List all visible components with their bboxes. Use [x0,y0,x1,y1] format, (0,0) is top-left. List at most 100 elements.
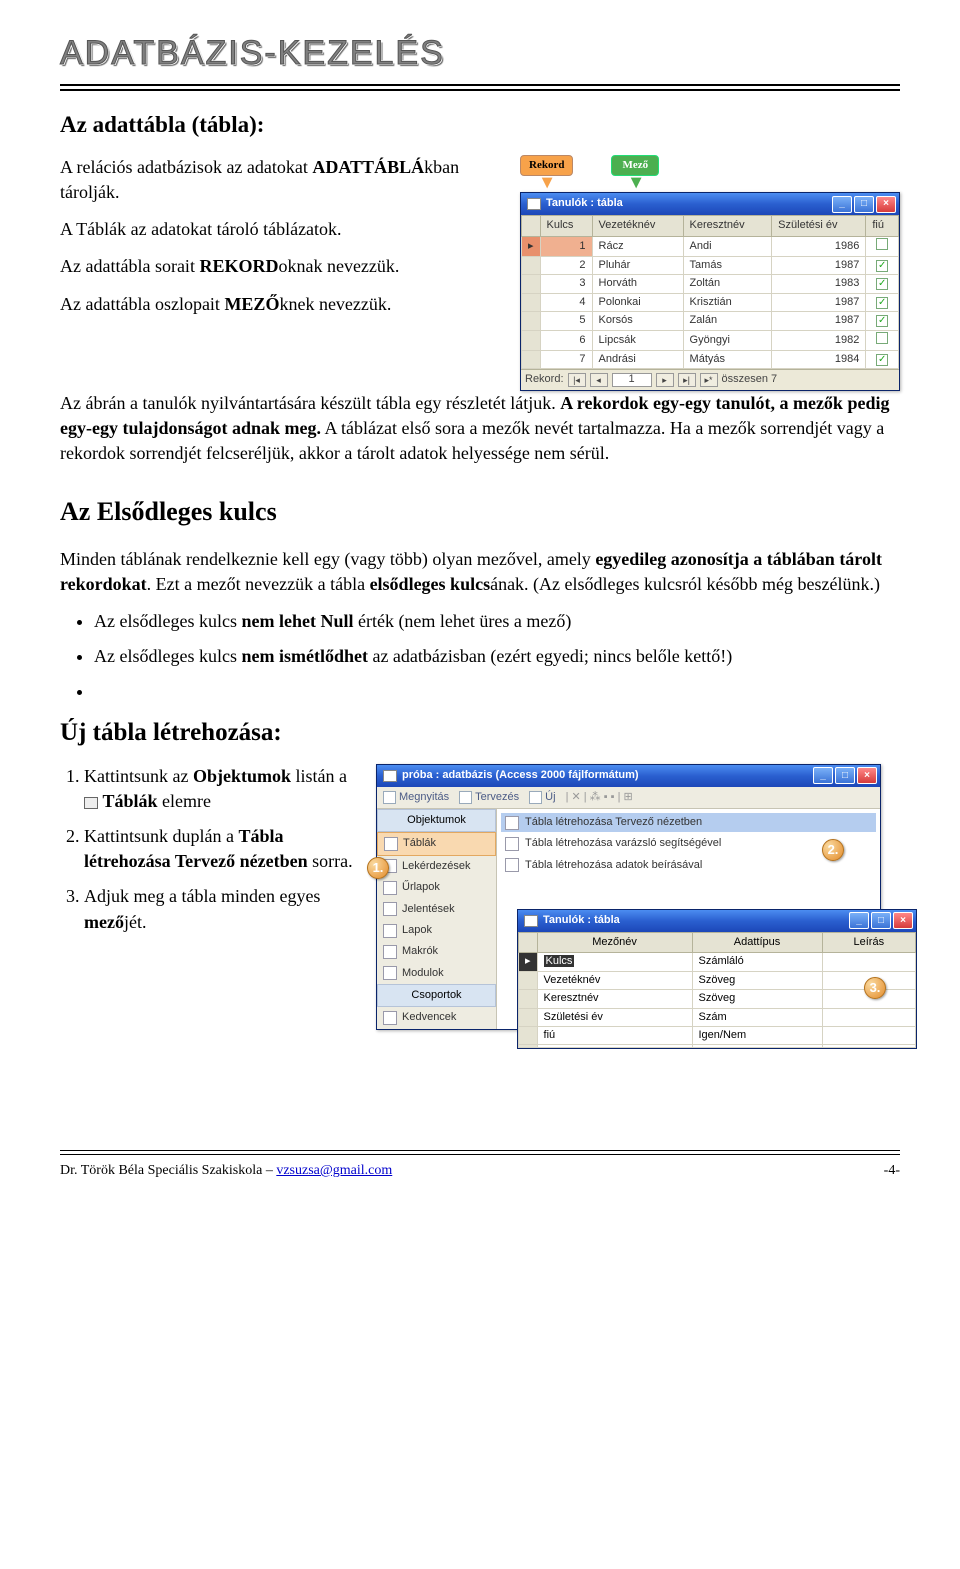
db-window-title: próba : adatbázis (Access 2000 fájlformá… [402,768,639,783]
object-icon [383,924,397,938]
list-item-empty [94,679,900,704]
data-table: KulcsVezetéknévKeresztnévSzületési évfiú… [521,215,899,369]
table-row[interactable]: 6LipcsákGyöngyi1982 [522,330,899,350]
step-item: Kattintsunk az Objektumok listán a Táblá… [84,764,360,814]
create-option[interactable]: Tábla létrehozása adatok beírásával [501,856,876,875]
sidebar-item[interactable]: Lapok [377,920,496,941]
sidebar-item[interactable]: Táblák [377,832,496,855]
table-row[interactable]: 2PluhárTamás1987✓ [522,256,899,274]
nav-new-button[interactable]: ▸* [700,373,718,387]
close-button[interactable]: × [857,767,877,784]
table-row[interactable]: ▸1RáczAndi1986 [522,236,899,256]
para-pk: Minden táblának rendelkeznie kell egy (v… [60,547,900,597]
design-row[interactable]: VezetéknévSzöveg [519,971,916,989]
section3-title: Új tábla létrehozása: [60,715,900,750]
list-item: Az elsődleges kulcs nem ismétlődhet az a… [94,644,900,669]
table-row[interactable]: 3HorváthZoltán1983✓ [522,275,899,293]
col-mezonev: Mezőnév [537,932,692,952]
column-header[interactable]: Kulcs [540,216,592,236]
design-row[interactable]: Születési évSzám [519,1008,916,1026]
create-option[interactable]: Tábla létrehozása Tervező nézetben [501,813,876,832]
db-titlebar[interactable]: próba : adatbázis (Access 2000 fájlformá… [377,765,880,787]
checkbox-icon: ✓ [876,315,888,327]
close-button[interactable]: × [876,196,896,213]
text: A relációs adatbázisok az adatokat [60,157,312,177]
text-bold: REKORD [199,256,278,276]
window-icon [527,198,541,210]
sidebar-item[interactable]: Űrlapok [377,877,496,898]
nav-current-field[interactable]: 1 [612,373,652,387]
footer-email-link[interactable]: vzsuzsa@gmail.com [276,1163,392,1178]
text-bold: ADATTÁBLÁ [312,157,424,177]
minimize-button[interactable]: _ [849,912,869,929]
design-row[interactable]: KeresztnévSzöveg [519,990,916,1008]
checkbox-icon [876,238,888,250]
nav-first-button[interactable]: |◂ [568,373,586,387]
table-row[interactable]: 4PolonkaiKrisztián1987✓ [522,293,899,311]
text: . Ezt a mezőt nevezzük a tábla [147,574,370,594]
column-header[interactable]: Vezetéknév [592,216,683,236]
checkbox-icon: ✓ [876,354,888,366]
para-rekord: Az adattábla sorait REKORDoknak nevezzük… [60,254,504,279]
callout-labels: Rekord▶ Mező▶ [520,155,900,190]
step-item: Kattintsunk duplán a Tábla létrehozása T… [84,824,360,874]
checkbox-icon: ✓ [876,260,888,272]
minimize-button[interactable]: _ [813,767,833,784]
page-footer: Dr. Török Béla Speciális Szakiskola – vz… [60,1150,900,1181]
maximize-button[interactable]: □ [854,196,874,213]
design-titlebar[interactable]: Tanulók : tábla _ □ × [518,910,916,932]
object-icon [383,945,397,959]
toolbar-open[interactable]: Megnyitás [383,790,449,805]
section2-title: Az Elsődleges kulcs [60,494,900,530]
text-bold: mező [84,912,124,932]
footer-school: Dr. Török Béla Speciális Szakiskola – [60,1163,276,1178]
table-icon [84,797,98,809]
toolbar-new[interactable]: Új [529,790,555,805]
sidebar-item[interactable]: Lekérdezések [377,856,496,877]
text: Tervezés [475,790,519,805]
text: elemre [158,791,211,811]
step-item: Adjuk meg a tábla minden egyes mezőjét. [84,884,360,934]
nav-prev-button[interactable]: ◂ [590,373,608,387]
nav-next-button[interactable]: ▸ [656,373,674,387]
group-csoportok[interactable]: Csoportok [377,984,496,1007]
object-icon [383,966,397,980]
maximize-button[interactable]: □ [871,912,891,929]
design-window-title: Tanulók : tábla [543,913,620,928]
column-header[interactable]: fiú [866,216,899,236]
sidebar-item-kedvencek[interactable]: Kedvencek [377,1007,496,1028]
list-item: Az elsődleges kulcs nem lehet Null érték… [94,609,900,634]
text: Az elsődleges kulcs [94,646,241,666]
create-option[interactable]: Tábla létrehozása varázsló segítségével [501,834,876,853]
table-row[interactable]: 7AndrásiMátyás1984✓ [522,350,899,368]
design-row[interactable]: ▸KulcsSzámláló [519,953,916,971]
text: knek nevezzük. [279,294,391,314]
column-header[interactable]: Születési év [772,216,866,236]
design-row[interactable]: fiúIgen/Nem [519,1026,916,1044]
design-row[interactable] [519,1045,916,1048]
col-leiras: Leírás [822,932,915,952]
open-icon [383,791,396,804]
sidebar-item[interactable]: Modulok [377,963,496,984]
design-table: Mezőnév Adattípus Leírás ▸KulcsSzámlálóV… [518,932,916,1048]
toolbar-design[interactable]: Tervezés [459,790,519,805]
para-mezo: Az adattábla oszlopait MEZŐknek nevezzük… [60,292,504,317]
nav-total: összesen 7 [722,372,778,387]
nav-last-button[interactable]: ▸| [678,373,696,387]
table-row[interactable]: 5KorsósZalán1987✓ [522,312,899,330]
window-title: Tanulók : tábla [546,196,623,211]
minimize-button[interactable]: _ [832,196,852,213]
group-objektumok[interactable]: Objektumok [377,809,496,832]
close-button[interactable]: × [893,912,913,929]
sidebar-item[interactable]: Makrók [377,941,496,962]
header-rule [60,84,900,91]
para-tablak: A Táblák az adatokat tároló táblázatok. [60,217,504,242]
object-icon [384,837,398,851]
maximize-button[interactable]: □ [835,767,855,784]
record-navigator[interactable]: Rekord: |◂ ◂ 1 ▸ ▸| ▸* összesen 7 [521,369,899,389]
checkbox-icon: ✓ [876,297,888,309]
titlebar[interactable]: Tanulók : tábla _ □ × [521,193,899,215]
column-header[interactable]: Keresztnév [683,216,772,236]
create-icon [505,837,519,851]
sidebar-item[interactable]: Jelentések [377,899,496,920]
